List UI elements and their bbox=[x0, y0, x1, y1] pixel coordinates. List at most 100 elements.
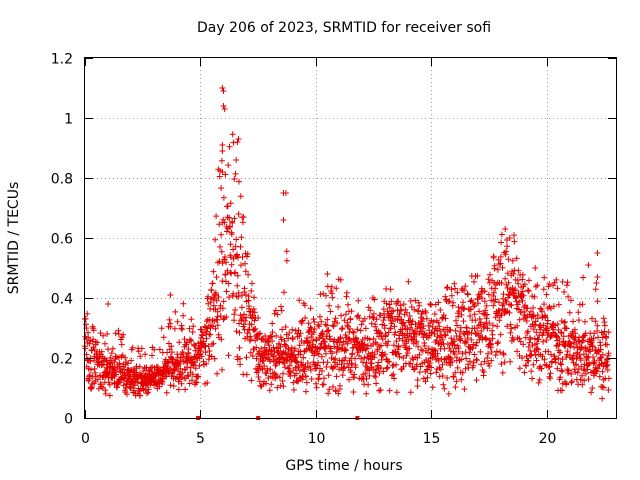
data-point bbox=[552, 359, 559, 366]
data-point bbox=[564, 279, 571, 286]
data-point bbox=[346, 376, 352, 383]
data-point bbox=[604, 361, 611, 368]
data-point bbox=[467, 298, 474, 305]
data-point bbox=[557, 360, 564, 367]
data-point bbox=[528, 368, 535, 375]
data-point bbox=[463, 339, 470, 346]
data-point bbox=[226, 143, 233, 150]
data-point bbox=[430, 318, 437, 325]
data-point bbox=[530, 304, 536, 311]
data-point bbox=[547, 370, 554, 377]
data-point bbox=[333, 373, 340, 380]
data-point bbox=[446, 345, 453, 352]
data-point bbox=[333, 349, 340, 355]
data-point bbox=[232, 307, 239, 313]
data-point bbox=[536, 376, 543, 383]
data-point bbox=[605, 375, 612, 382]
data-point bbox=[464, 335, 471, 341]
data-point bbox=[603, 356, 610, 363]
data-point bbox=[283, 248, 290, 255]
data-point bbox=[429, 384, 436, 391]
data-point bbox=[368, 360, 375, 367]
data-point bbox=[504, 285, 511, 291]
data-point bbox=[234, 282, 241, 289]
data-point bbox=[497, 260, 504, 267]
data-point bbox=[441, 345, 448, 352]
data-point bbox=[272, 371, 279, 378]
data-point bbox=[315, 376, 322, 383]
data-point bbox=[327, 345, 334, 352]
data-point bbox=[178, 380, 185, 387]
data-point bbox=[526, 277, 532, 284]
data-point bbox=[307, 305, 314, 312]
data-point bbox=[332, 315, 339, 322]
data-point bbox=[498, 239, 505, 246]
data-point bbox=[431, 311, 438, 317]
data-point bbox=[489, 331, 496, 338]
data-point bbox=[349, 328, 356, 335]
data-point bbox=[533, 340, 540, 347]
data-point bbox=[116, 360, 123, 367]
data-point bbox=[307, 363, 313, 370]
data-point bbox=[251, 294, 257, 301]
data-point bbox=[601, 322, 608, 329]
data-point bbox=[535, 346, 542, 353]
y-tick-label: 0.2 bbox=[51, 352, 73, 368]
data-point bbox=[358, 321, 365, 328]
data-point bbox=[531, 335, 538, 342]
data-point bbox=[582, 318, 588, 325]
data-point bbox=[303, 379, 310, 386]
data-point bbox=[323, 292, 329, 299]
data-point bbox=[417, 324, 424, 331]
data-point bbox=[219, 142, 226, 148]
data-point bbox=[189, 371, 196, 378]
axis-ticks bbox=[85, 58, 616, 419]
data-point bbox=[266, 387, 273, 394]
data-point bbox=[283, 257, 290, 264]
data-point bbox=[211, 355, 218, 362]
data-point bbox=[180, 312, 187, 319]
data-point bbox=[360, 342, 367, 348]
data-point bbox=[534, 345, 540, 352]
data-point bbox=[317, 291, 324, 298]
data-point bbox=[524, 305, 531, 312]
data-point bbox=[476, 315, 483, 322]
data-point bbox=[102, 390, 109, 397]
data-point bbox=[233, 157, 240, 163]
data-point bbox=[281, 289, 287, 296]
data-point bbox=[196, 362, 203, 369]
data-point bbox=[436, 323, 443, 330]
data-point bbox=[339, 325, 346, 332]
data-point bbox=[166, 369, 173, 376]
data-point bbox=[298, 318, 305, 325]
data-point bbox=[387, 325, 394, 332]
data-point bbox=[281, 360, 288, 367]
data-point bbox=[441, 331, 448, 338]
data-point bbox=[407, 389, 414, 396]
data-point bbox=[167, 382, 174, 389]
data-point bbox=[466, 349, 473, 356]
data-point bbox=[587, 348, 594, 355]
data-point bbox=[87, 337, 94, 344]
data-point bbox=[154, 364, 161, 371]
data-point bbox=[488, 341, 494, 348]
data-point bbox=[362, 346, 369, 353]
data-point bbox=[462, 338, 469, 345]
data-point bbox=[477, 319, 484, 326]
data-point bbox=[444, 284, 451, 291]
data-point bbox=[203, 360, 210, 367]
data-point bbox=[447, 327, 454, 334]
x-axis-tick-labels: 0 5 10 15 20 bbox=[81, 431, 556, 447]
data-point bbox=[212, 325, 219, 332]
data-point bbox=[227, 224, 233, 231]
data-point bbox=[203, 335, 210, 342]
data-point bbox=[448, 286, 455, 293]
data-point bbox=[419, 308, 426, 315]
data-point bbox=[599, 351, 606, 358]
data-point bbox=[400, 363, 407, 370]
data-point bbox=[431, 328, 438, 335]
data-point bbox=[334, 320, 341, 326]
data-point bbox=[363, 390, 370, 397]
data-point bbox=[242, 317, 249, 324]
data-point bbox=[468, 306, 474, 313]
